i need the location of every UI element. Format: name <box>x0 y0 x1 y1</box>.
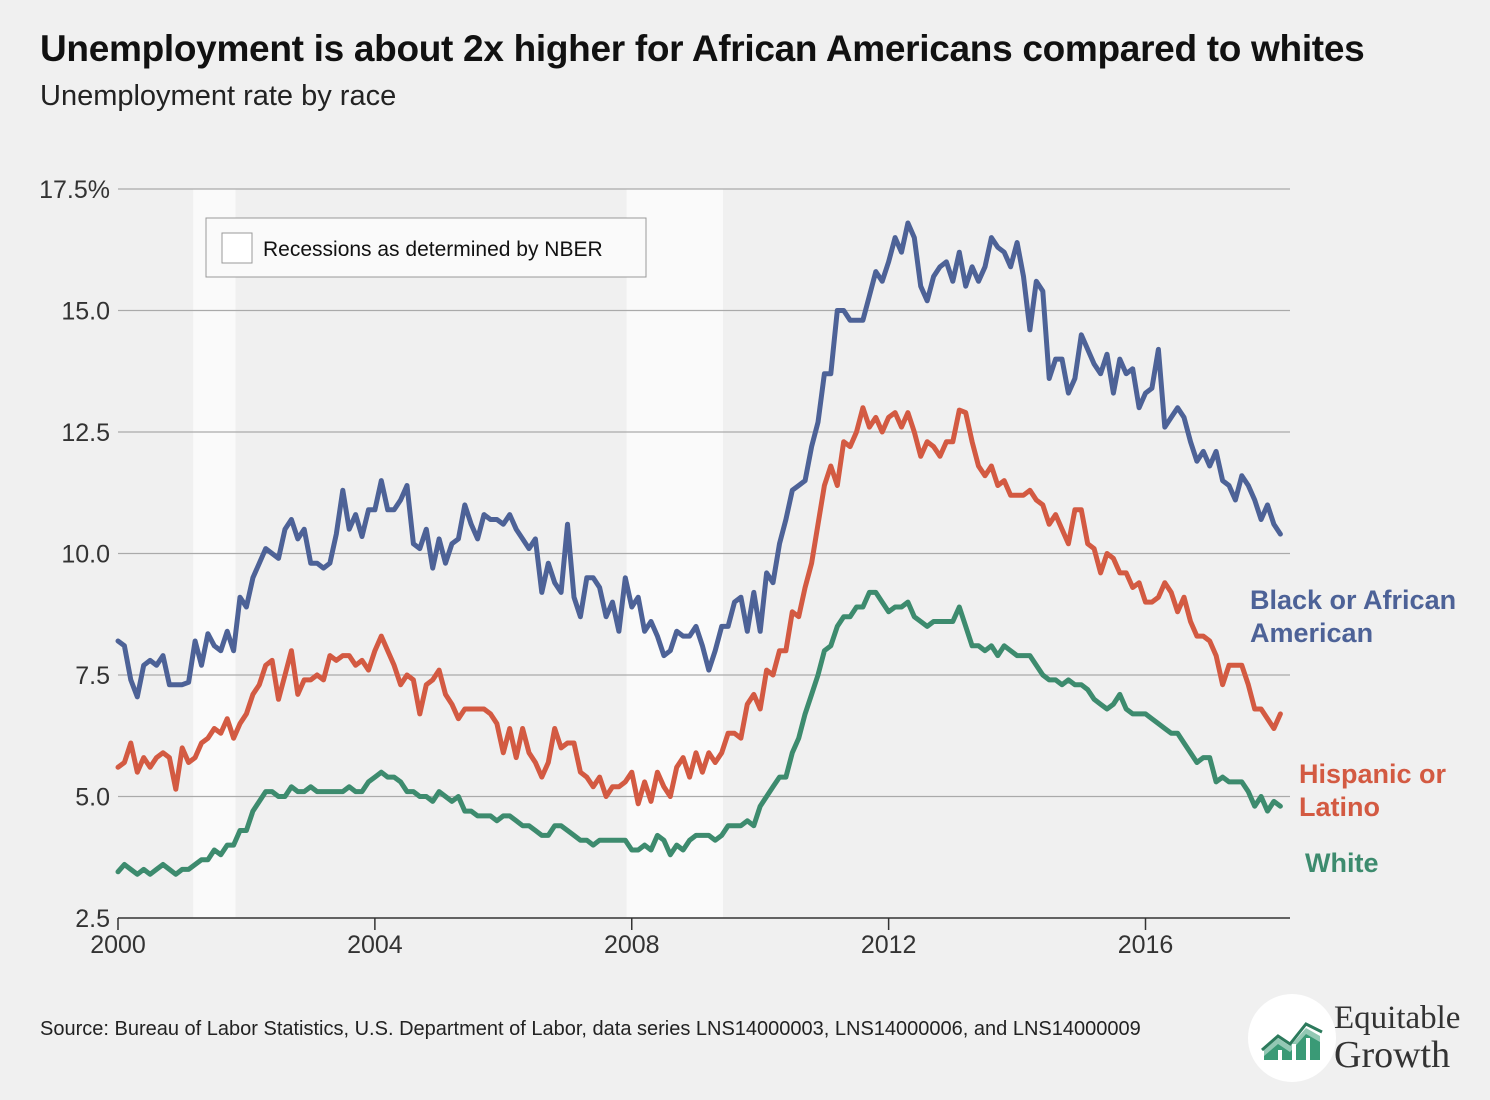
y-tick-label: 2.5 <box>75 905 110 933</box>
legend-box <box>205 217 647 278</box>
logo-badge <box>1248 994 1336 1082</box>
series-label-line: White <box>1305 848 1379 878</box>
gridlines <box>118 188 1290 919</box>
chart-title: Unemployment is about 2x higher for Afri… <box>40 28 1365 69</box>
series-lines <box>115 220 1283 877</box>
series-line-2 <box>115 589 1283 877</box>
legend: Recessions as determined by NBER <box>205 217 647 278</box>
logo-line2: Growth <box>1334 1034 1451 1076</box>
series-label-1: Hispanic or Latino <box>1299 759 1447 822</box>
y-tick-label: 17.5% <box>39 176 110 204</box>
y-tick-label: 12.5 <box>61 419 110 447</box>
growth-chart-logo-icon <box>1261 1022 1323 1062</box>
series-label-line: Black or African <box>1250 585 1456 615</box>
x-tick-label: 2000 <box>90 931 146 959</box>
series-label-line: American <box>1250 618 1373 648</box>
series-line-1 <box>115 405 1283 807</box>
y-tick-label: 7.5 <box>75 662 110 690</box>
x-tick-label: 2012 <box>861 931 917 959</box>
y-tick-label: 15.0 <box>61 298 110 326</box>
series-label-0: Black or African American <box>1250 585 1456 648</box>
y-tick-label: 10.0 <box>61 541 110 569</box>
series-label-line: Latino <box>1299 792 1380 822</box>
logo-line1: Equitable <box>1334 1000 1461 1036</box>
x-tick-label: 2008 <box>604 931 660 959</box>
y-tick-label: 5.0 <box>75 784 110 812</box>
source-note: Source: Bureau of Labor Statistics, U.S.… <box>40 1018 1141 1040</box>
series-label-2: White <box>1305 848 1379 878</box>
equitable-growth-logo: Equitable Growth <box>1248 994 1490 1084</box>
chart-subtitle: Unemployment rate by race <box>40 80 397 112</box>
x-tick-label: 2016 <box>1118 931 1174 959</box>
axes: 2.5 5.0 7.5 10.0 12.5 15.0 17.5% 2000 2004 2008 20… <box>39 176 1173 959</box>
x-tick-label: 2004 <box>347 931 403 959</box>
legend-swatch <box>221 232 253 264</box>
series-labels: Black or African American Hispanic or Latin… <box>1250 585 1456 878</box>
logo-text: Equitable Growth <box>1334 1000 1461 1076</box>
series-line-0 <box>115 220 1283 700</box>
series-label-line: Hispanic or <box>1299 759 1447 789</box>
legend-label: Recessions as determined by NBER <box>263 238 603 261</box>
line-chart: 2.5 5.0 7.5 10.0 12.5 15.0 17.5% 2000 2004 2008 20… <box>39 176 1456 959</box>
